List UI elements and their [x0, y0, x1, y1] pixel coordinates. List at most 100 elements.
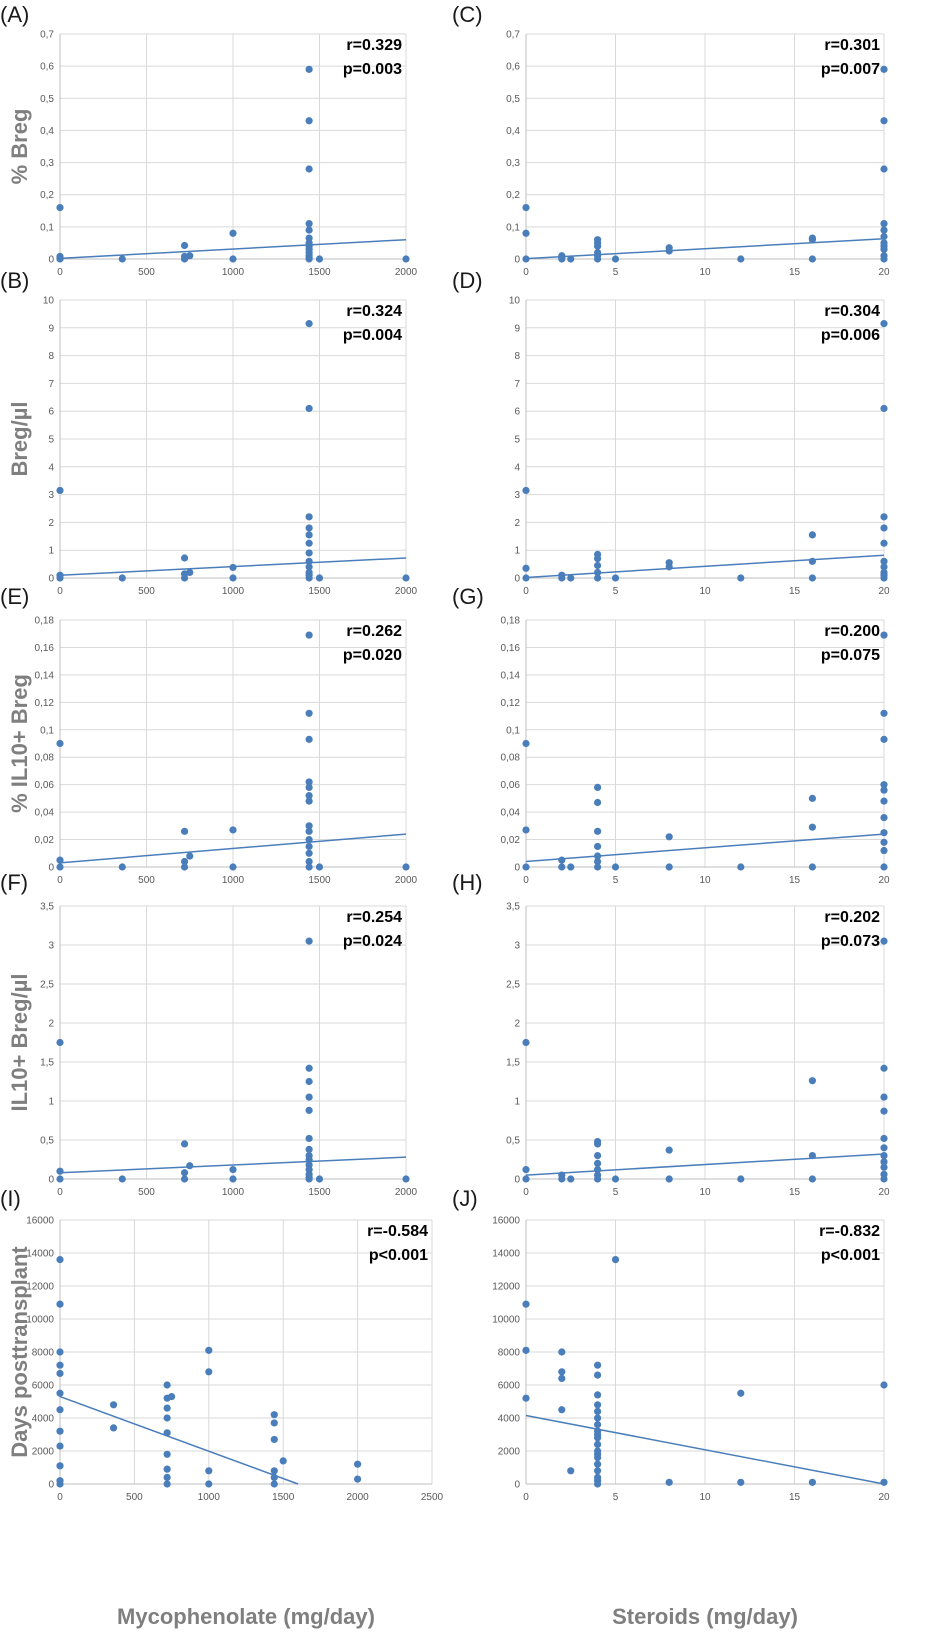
data-point — [880, 574, 888, 582]
data-point — [594, 574, 602, 582]
x-tick-label: 2000 — [395, 1187, 418, 1198]
x-tick-label: 15 — [789, 1492, 801, 1503]
y-tick-label: 0,7 — [40, 30, 54, 41]
data-point — [808, 823, 817, 831]
data-point — [305, 65, 313, 73]
y-tick-label: 0,2 — [506, 190, 520, 201]
data-point — [522, 1300, 530, 1308]
data-point — [56, 1300, 64, 1308]
data-point — [305, 1145, 313, 1153]
data-point — [56, 486, 64, 495]
data-point — [880, 631, 888, 639]
data-point — [594, 842, 602, 851]
data-point — [880, 781, 888, 789]
data-point — [270, 1473, 278, 1481]
data-point — [163, 1381, 171, 1389]
data-point — [737, 1478, 745, 1486]
trend-line — [59, 1395, 299, 1485]
data-point — [567, 1175, 575, 1183]
data-point — [737, 255, 745, 263]
data-point — [880, 1478, 888, 1486]
correlation-r: r=-0.832 — [819, 1223, 880, 1240]
correlation-p: p=0.007 — [821, 61, 880, 78]
x-tick-label: 2500 — [421, 1492, 444, 1503]
x-tick-label: 1500 — [308, 1187, 331, 1198]
data-point — [186, 852, 194, 860]
panel-letter: (A) — [0, 2, 29, 27]
data-point — [305, 792, 313, 800]
y-tick-label: 7 — [48, 379, 54, 390]
y-tick-label: 0,08 — [35, 753, 55, 764]
data-point — [305, 539, 313, 547]
data-point — [594, 1460, 602, 1468]
data-point — [305, 783, 313, 792]
correlation-p: p=0.004 — [343, 327, 402, 344]
data-point — [880, 797, 888, 805]
data-point — [558, 1374, 566, 1382]
data-point — [808, 1478, 817, 1486]
x-tick-label: 0 — [523, 1492, 529, 1503]
correlation-p: p=0.073 — [821, 933, 880, 950]
trend-line — [59, 833, 407, 864]
data-point — [56, 1361, 64, 1369]
data-point — [56, 856, 64, 864]
data-point — [594, 798, 602, 807]
x-tick-label: 0 — [523, 1187, 529, 1198]
data-point — [163, 1404, 171, 1412]
x-tick-label: 10 — [699, 586, 711, 597]
x-tick-label: 500 — [138, 875, 155, 886]
y-tick-label: 8000 — [498, 1348, 521, 1359]
chart-panel: (F) 0 500 1000 1500 2000 0 0,5 1 1,5 2 2,5 3 3,5 r=0.2… — [0, 870, 418, 1198]
y-tick-label: 1,5 — [506, 1058, 520, 1069]
data-point — [594, 561, 602, 570]
trend-line — [59, 238, 407, 260]
data-point — [522, 863, 530, 871]
x-tick-label: 2000 — [395, 267, 418, 278]
data-point — [558, 574, 566, 582]
correlation-r: r=0.304 — [824, 303, 880, 320]
data-point — [305, 709, 313, 717]
data-point — [594, 568, 602, 577]
x-tick-label: 10 — [699, 1492, 711, 1503]
data-point — [305, 857, 313, 866]
data-point — [880, 735, 888, 743]
y-tick-label: 0,04 — [501, 808, 521, 819]
data-point — [594, 1414, 602, 1422]
y-tick-label: 2000 — [32, 1447, 55, 1458]
y-tick-label: 3,5 — [40, 902, 54, 913]
data-point — [305, 220, 313, 228]
panel-letter: (F) — [0, 870, 28, 895]
y-tick-label: 2000 — [498, 1447, 521, 1458]
y-tick-label: 6 — [48, 407, 54, 418]
data-point — [808, 531, 817, 539]
y-tick-label: 2 — [48, 1019, 54, 1030]
y-tick-label: 0,18 — [501, 616, 521, 627]
data-point — [880, 846, 888, 855]
data-point — [163, 1465, 171, 1473]
data-point — [305, 797, 313, 805]
data-point — [594, 1166, 602, 1174]
data-point — [118, 1175, 126, 1183]
data-point — [305, 524, 313, 532]
data-point — [880, 1064, 888, 1072]
y-tick-label: 9 — [514, 323, 520, 334]
data-point — [880, 1093, 888, 1101]
data-point — [305, 513, 313, 521]
data-point — [229, 255, 237, 263]
panel-letter: (E) — [0, 584, 29, 609]
x-tick-label: 20 — [878, 875, 890, 886]
data-point — [880, 786, 888, 794]
data-point — [109, 1401, 118, 1409]
x-tick-label: 500 — [138, 1187, 155, 1198]
data-point — [56, 1369, 64, 1378]
data-point — [163, 1429, 171, 1437]
y-tick-label: 0 — [514, 1480, 520, 1491]
data-point — [305, 1093, 313, 1101]
data-point — [880, 557, 888, 565]
data-point — [118, 863, 126, 871]
x-tick-label: 0 — [57, 586, 63, 597]
data-point — [880, 1158, 888, 1166]
data-point — [305, 631, 313, 639]
y-tick-label: 6000 — [498, 1381, 521, 1392]
y-tick-label: 0,16 — [35, 643, 55, 654]
